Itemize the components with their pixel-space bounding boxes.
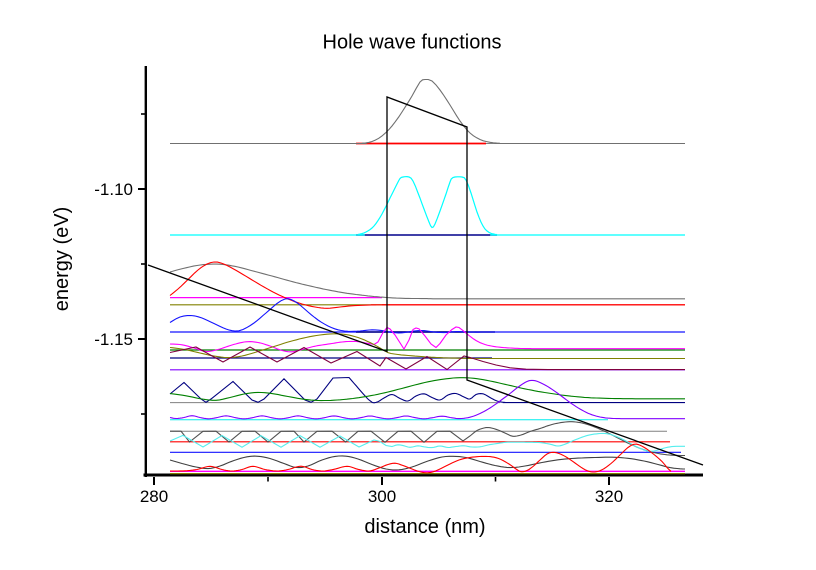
- svg-text:-1.15: -1.15: [94, 330, 133, 349]
- svg-text:distance (nm): distance (nm): [364, 516, 485, 538]
- svg-text:320: 320: [595, 487, 623, 506]
- svg-text:energy (eV): energy (eV): [51, 207, 73, 312]
- svg-text:-1.10: -1.10: [94, 180, 133, 199]
- svg-text:280: 280: [140, 487, 168, 506]
- svg-text:Hole wave functions: Hole wave functions: [323, 32, 502, 54]
- svg-text:300: 300: [368, 487, 396, 506]
